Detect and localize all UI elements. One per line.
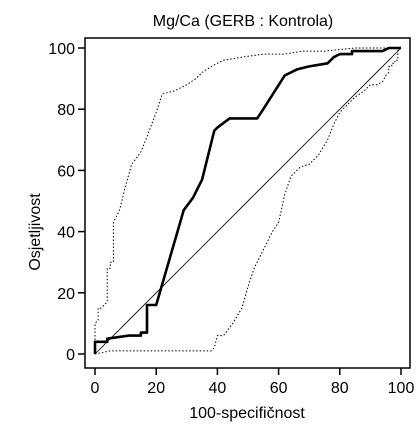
plot-border <box>84 37 411 369</box>
x-axis: 0 20 40 60 80 100 <box>91 368 415 397</box>
series-roc-line <box>93 46 401 354</box>
y-axis-label: Osjetljivost <box>27 193 44 271</box>
series-ci-lower-line <box>94 47 401 355</box>
chart-title: Mg/Ca (GERB : Kontrola) <box>153 13 334 30</box>
x-tick-label: 40 <box>209 380 227 397</box>
x-tick-label: 60 <box>270 380 288 397</box>
y-axis: 0 20 40 60 80 100 <box>48 41 85 364</box>
x-tick-label: 100 <box>388 380 415 397</box>
plot-frame <box>84 37 411 369</box>
y-tick-label: 60 <box>57 163 75 180</box>
x-axis-label: 100-specifičnost <box>189 405 305 422</box>
y-tick-label: 80 <box>57 102 75 119</box>
series-layer <box>93 46 402 355</box>
y-tick-label: 40 <box>57 225 75 242</box>
series-reference-diagonal-line <box>94 47 402 355</box>
y-tick-label: 100 <box>48 41 75 58</box>
x-tick-label: 0 <box>91 380 100 397</box>
x-tick-label: 20 <box>147 380 165 397</box>
y-tick-label: 20 <box>57 286 75 303</box>
x-tick-label: 80 <box>331 380 349 397</box>
y-tick-label: 0 <box>66 347 75 364</box>
